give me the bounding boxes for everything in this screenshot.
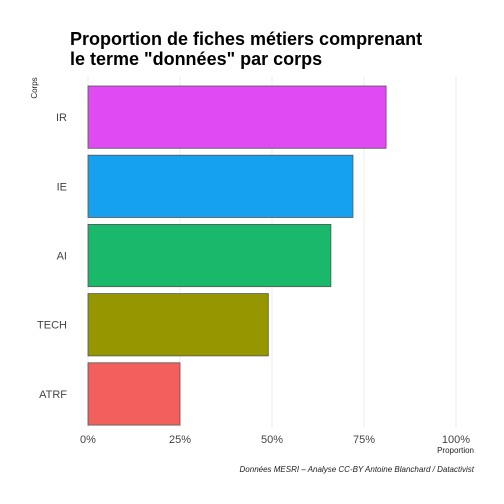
y-tick-label: IR [56, 112, 67, 124]
x-tick-label: 50% [261, 434, 283, 446]
x-tick-label: 100% [442, 434, 470, 446]
bar-ai [87, 223, 332, 288]
y-axis-title: Corps [30, 77, 39, 98]
y-tick-label: TECH [37, 320, 67, 332]
y-tick-label: AI [57, 251, 67, 263]
x-tick-label: 0% [80, 434, 96, 446]
x-tick-layer: 0% 25% 50% 75% 100% [80, 434, 470, 446]
y-tick-label: ATRF [39, 389, 67, 401]
x-tick-label: 75% [353, 434, 375, 446]
y-tick-layer: IR IE AI TECH ATRF [37, 112, 67, 401]
chart-title-line-2: le terme "données" par corps [70, 49, 322, 69]
y-tick-label: IE [57, 181, 67, 193]
x-axis-title: Proportion [437, 446, 474, 455]
bar-ie [87, 154, 354, 218]
bars-layer [87, 85, 387, 426]
bar-tech [87, 293, 269, 357]
bar-ir [87, 85, 387, 149]
caption: Données MESRI – Analyse CC-BY Antoine Bl… [240, 465, 475, 474]
chart-title-line-1: Proportion de fiches métiers comprenant [70, 29, 422, 49]
x-tick-label: 25% [169, 434, 191, 446]
bar-atrf [87, 362, 181, 426]
